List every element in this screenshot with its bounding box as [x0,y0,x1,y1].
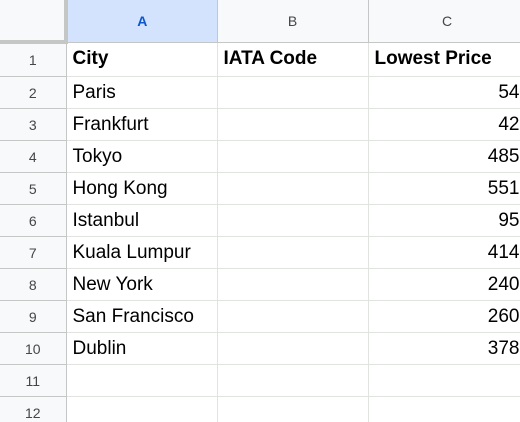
table-row: 10 Dublin 378 [0,332,520,365]
iata-cell[interactable] [217,108,369,141]
city-cell[interactable]: Kuala Lumpur [66,236,218,269]
iata-cell[interactable] [217,364,369,397]
city-cell[interactable]: Istanbul [66,204,218,237]
price-cell[interactable]: 240 [368,268,520,301]
row-header[interactable]: 6 [0,204,67,237]
city-cell[interactable]: San Francisco [66,300,218,333]
price-cell[interactable]: 42 [368,108,520,141]
table-row: 8 New York 240 [0,268,520,301]
price-cell[interactable]: 378 [368,332,520,365]
price-cell[interactable] [368,396,520,422]
price-cell[interactable]: 551 [368,172,520,205]
row-header[interactable]: 4 [0,140,67,173]
row-header[interactable]: 1 [0,42,67,77]
cell-c1[interactable]: Lowest Price [368,42,520,77]
cell-a1[interactable]: City [66,42,218,77]
row-header[interactable]: 10 [0,332,67,365]
row-header[interactable]: 11 [0,364,67,397]
price-cell[interactable]: 260 [368,300,520,333]
table-row: 9 San Francisco 260 [0,300,520,333]
price-cell[interactable] [368,364,520,397]
price-cell[interactable]: 414 [368,236,520,269]
table-row: 5 Hong Kong 551 [0,172,520,205]
iata-cell[interactable] [217,236,369,269]
city-cell[interactable]: Dublin [66,332,218,365]
price-cell[interactable]: 485 [368,140,520,173]
column-header-row: A B C [0,0,520,44]
table-row: 3 Frankfurt 42 [0,108,520,141]
table-row: 4 Tokyo 485 [0,140,520,173]
select-all-corner[interactable] [0,0,68,44]
city-cell[interactable] [66,364,218,397]
table-row: 12 [0,396,520,422]
iata-cell[interactable] [217,204,369,237]
price-cell[interactable]: 54 [368,76,520,109]
row-header[interactable]: 2 [0,76,67,109]
city-cell[interactable]: Tokyo [66,140,218,173]
iata-cell[interactable] [217,332,369,365]
iata-cell[interactable] [217,172,369,205]
iata-cell[interactable] [217,268,369,301]
table-row: 6 Istanbul 95 [0,204,520,237]
iata-cell[interactable] [217,300,369,333]
city-cell[interactable]: Hong Kong [66,172,218,205]
row-header[interactable]: 3 [0,108,67,141]
column-header-c[interactable]: C [368,0,520,43]
row-header[interactable]: 7 [0,236,67,269]
price-cell[interactable]: 95 [368,204,520,237]
iata-cell[interactable] [217,396,369,422]
row-header[interactable]: 12 [0,396,67,422]
iata-cell[interactable] [217,140,369,173]
row-header[interactable]: 5 [0,172,67,205]
table-row: 7 Kuala Lumpur 414 [0,236,520,269]
iata-cell[interactable] [217,76,369,109]
column-header-a[interactable]: A [66,0,218,43]
table-row: 11 [0,364,520,397]
city-cell[interactable]: Paris [66,76,218,109]
table-row: 2 Paris 54 [0,76,520,109]
city-cell[interactable]: Frankfurt [66,108,218,141]
city-cell[interactable]: New York [66,268,218,301]
table-row: 1 City IATA Code Lowest Price [0,42,520,77]
cell-b1[interactable]: IATA Code [217,42,369,77]
row-header[interactable]: 9 [0,300,67,333]
row-header[interactable]: 8 [0,268,67,301]
column-header-b[interactable]: B [217,0,369,43]
city-cell[interactable] [66,396,218,422]
